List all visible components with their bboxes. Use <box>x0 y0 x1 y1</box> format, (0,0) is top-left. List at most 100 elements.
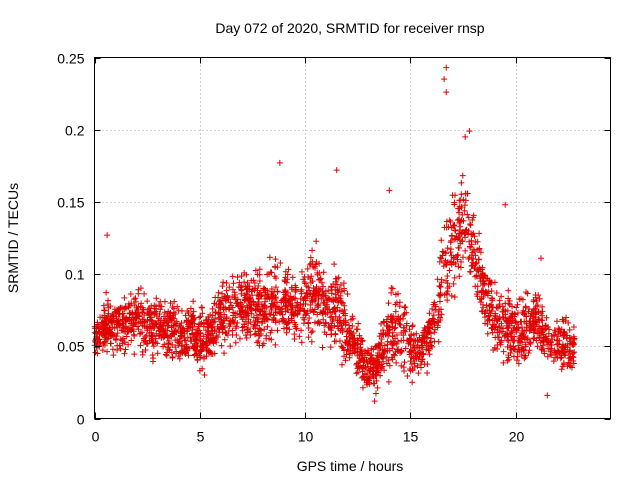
data-point <box>227 343 234 350</box>
data-point <box>383 318 390 325</box>
data-point <box>491 321 498 328</box>
data-point <box>448 224 455 231</box>
data-point <box>174 303 181 310</box>
data-point <box>509 303 516 310</box>
data-point <box>428 342 435 349</box>
data-point <box>285 315 292 322</box>
data-point <box>122 346 129 353</box>
data-point <box>370 361 377 368</box>
data-point <box>322 292 329 299</box>
data-point <box>232 310 239 317</box>
data-point <box>354 365 361 372</box>
data-point <box>465 228 472 235</box>
data-point <box>408 332 415 339</box>
data-point <box>443 89 450 96</box>
data-point <box>339 327 346 334</box>
data-point <box>126 309 133 316</box>
data-point <box>524 290 531 297</box>
data-point <box>559 316 566 323</box>
data-point <box>458 204 465 211</box>
data-point <box>531 335 538 342</box>
data-point <box>539 303 546 310</box>
data-point <box>166 310 173 317</box>
data-point <box>241 269 248 276</box>
data-point <box>301 308 308 315</box>
data-point <box>353 370 360 377</box>
data-point <box>502 308 509 315</box>
data-point <box>554 318 561 325</box>
data-point <box>523 289 530 296</box>
data-point <box>161 318 168 325</box>
data-point <box>477 275 484 282</box>
data-point <box>183 318 190 325</box>
y-tick-label: 0.15 <box>57 195 84 211</box>
data-point <box>298 268 305 275</box>
data-point <box>119 316 126 323</box>
data-point <box>251 321 258 328</box>
data-point <box>171 328 178 335</box>
data-point <box>226 304 233 311</box>
data-point <box>478 295 485 302</box>
data-point <box>471 248 478 255</box>
data-point <box>119 310 126 317</box>
data-point <box>122 328 129 335</box>
data-point <box>196 314 203 321</box>
data-point <box>472 273 479 280</box>
data-point <box>530 298 537 305</box>
data-point <box>199 304 206 311</box>
data-point <box>547 339 554 346</box>
data-point <box>271 299 278 306</box>
data-point <box>199 310 206 317</box>
data-point <box>451 274 458 281</box>
data-point <box>412 349 419 356</box>
data-point <box>290 309 297 316</box>
data-point <box>454 252 461 259</box>
data-point <box>342 357 349 364</box>
data-point <box>457 197 464 204</box>
data-point <box>190 316 197 323</box>
data-point <box>496 297 503 304</box>
data-point <box>444 245 451 252</box>
data-point <box>488 288 495 295</box>
data-point <box>356 332 363 339</box>
data-point <box>192 347 199 354</box>
data-point <box>502 201 509 208</box>
data-point <box>408 348 415 355</box>
data-point <box>504 337 511 344</box>
data-point <box>261 326 268 333</box>
data-point <box>271 263 278 270</box>
data-point <box>424 323 431 330</box>
data-point <box>392 324 399 331</box>
data-point <box>329 308 336 315</box>
data-point <box>307 254 314 261</box>
data-point <box>376 342 383 349</box>
data-point <box>144 325 151 332</box>
data-point <box>238 304 245 311</box>
data-point <box>289 312 296 319</box>
data-point <box>198 346 205 353</box>
data-point <box>256 277 263 284</box>
data-point <box>327 344 334 351</box>
data-point <box>392 301 399 308</box>
data-point <box>288 317 295 324</box>
data-point <box>292 295 299 302</box>
data-point <box>409 323 416 330</box>
data-point <box>211 350 218 357</box>
data-point <box>268 327 275 334</box>
data-point <box>385 300 392 307</box>
data-point <box>280 325 287 332</box>
data-point <box>518 344 525 351</box>
data-point <box>168 317 175 324</box>
data-point <box>276 159 283 166</box>
data-point <box>142 346 149 353</box>
data-point <box>260 312 267 319</box>
data-point <box>319 344 326 351</box>
data-point <box>448 232 455 239</box>
data-point <box>184 308 191 315</box>
data-point <box>428 320 435 327</box>
data-point <box>536 295 543 302</box>
data-point <box>546 345 553 352</box>
data-point <box>518 335 525 342</box>
data-point <box>194 325 201 332</box>
data-point <box>512 318 519 325</box>
